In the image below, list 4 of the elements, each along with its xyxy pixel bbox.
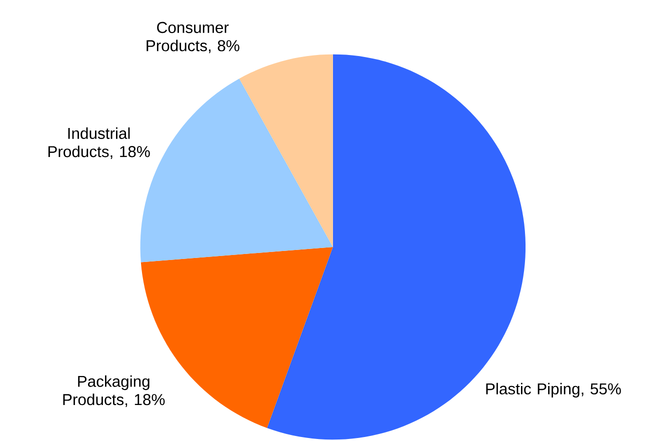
slice-label: Consumer Products, 8% bbox=[146, 22, 240, 54]
slice-label: Industrial Products, 18% bbox=[48, 128, 150, 160]
slice-label: Packaging Products, 18% bbox=[63, 376, 165, 408]
slice-label: Plastic Piping, 55% bbox=[486, 383, 621, 398]
